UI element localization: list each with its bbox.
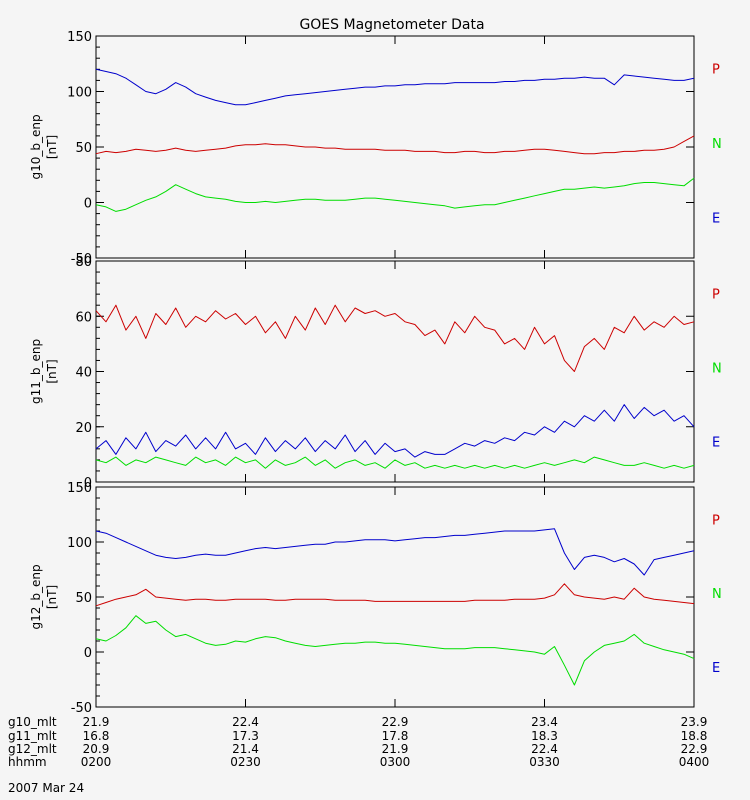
panel-3: -50 0 50 100 150 g12_b_enp [nT] P N E xyxy=(29,481,722,716)
x-tick-label: 22.9 xyxy=(681,742,708,756)
legend-e: E xyxy=(712,436,720,451)
panel-frame xyxy=(95,260,695,483)
x-tick-label: 17.3 xyxy=(232,729,259,743)
footer-row-g10_mlt: g10_mlt 21.9 22.4 22.9 23.4 23.9 xyxy=(8,715,707,729)
panel-2: 0 20 40 60 80 g11_b_enp [nT] P N E xyxy=(29,255,722,491)
y-axis-label: g10_b_enp xyxy=(29,114,43,179)
y-tick-label: -50 xyxy=(71,252,92,267)
y-tick-label: -50 xyxy=(71,701,92,716)
x-tick-label: 22.9 xyxy=(382,715,409,729)
legend-p: P xyxy=(712,63,720,78)
legend-e: E xyxy=(712,211,720,226)
y-tick-label: 0 xyxy=(84,476,92,491)
panel-1: -50 0 50 100 150 g10_b_enp [nT] P N E xyxy=(29,30,722,267)
x-tick-label: 23.9 xyxy=(681,715,708,729)
series-e-line xyxy=(95,68,695,106)
legend-n: N xyxy=(712,362,722,377)
x-tick-label: 17.8 xyxy=(382,729,409,743)
footer-row-label: hhmm xyxy=(8,755,47,769)
x-tick-label: 22.4 xyxy=(531,742,558,756)
x-tick-label: 23.4 xyxy=(531,715,558,729)
x-tick-label: 18.3 xyxy=(531,729,558,743)
y-axis-label: g11_b_enp xyxy=(29,339,43,404)
x-tick-label: 0400 xyxy=(679,755,710,769)
x-tick-label: 22.4 xyxy=(232,715,259,729)
x-tick-label: 18.8 xyxy=(681,729,708,743)
footer-row-g12_mlt: g12_mlt 20.9 21.4 21.9 22.4 22.9 xyxy=(8,742,707,756)
series-e-line xyxy=(95,404,695,458)
y-tick-label: 150 xyxy=(67,30,92,45)
y-tick-label: 100 xyxy=(67,86,92,101)
footer-row-label: g12_mlt xyxy=(8,742,57,756)
series-e-line xyxy=(95,528,695,576)
y-tick-label: 50 xyxy=(75,591,92,606)
chart-title: GOES Magnetometer Data xyxy=(299,17,484,33)
x-tick-label: 21.9 xyxy=(382,742,409,756)
date-label: 2007 Mar 24 xyxy=(8,781,84,795)
series-n-line xyxy=(95,615,695,686)
x-tick-label: 0330 xyxy=(529,755,560,769)
x-tick-label: 16.8 xyxy=(83,729,110,743)
y-tick-label: 50 xyxy=(75,141,92,156)
y-axis-label: g12_b_enp xyxy=(29,564,43,629)
y-tick-label: 60 xyxy=(75,310,92,325)
legend-e: E xyxy=(712,661,720,676)
x-tick-label: 21.4 xyxy=(232,742,259,756)
x-tick-label: 20.9 xyxy=(83,742,110,756)
series-n-line xyxy=(95,177,695,212)
y-axis-unit: [nT] xyxy=(45,359,59,383)
y-tick-label: 80 xyxy=(75,255,92,270)
panel-frame xyxy=(95,486,695,708)
y-tick-label: 40 xyxy=(75,366,92,381)
y-axis-unit: [nT] xyxy=(45,135,59,159)
y-axis-unit: [nT] xyxy=(45,585,59,609)
footer-row-label: g10_mlt xyxy=(8,715,57,729)
legend-n: N xyxy=(712,137,722,152)
x-tick-label: 0230 xyxy=(230,755,261,769)
legend-p: P xyxy=(712,513,720,528)
series-n-line xyxy=(95,456,695,469)
panel-frame xyxy=(95,35,695,259)
y-tick-label: 0 xyxy=(84,646,92,661)
legend-n: N xyxy=(712,587,722,602)
legend-p: P xyxy=(712,288,720,303)
x-tick-label: 0300 xyxy=(380,755,411,769)
footer-row-g11_mlt: g11_mlt 16.8 17.3 17.8 18.3 18.8 xyxy=(8,729,707,743)
y-tick-label: 100 xyxy=(67,536,92,551)
x-tick-label: 0200 xyxy=(81,755,112,769)
y-tick-label: 150 xyxy=(67,481,92,496)
series-p-line xyxy=(95,304,695,372)
x-axis-footer: g10_mlt 21.9 22.4 22.9 23.4 23.9 g11_mlt 16.8 17… xyxy=(8,715,709,769)
series-p-line xyxy=(95,135,695,155)
footer-row-hhmm: hhmm 0200 0230 0300 0330 0400 xyxy=(8,755,709,769)
series-p-line xyxy=(95,583,695,607)
footer-row-label: g11_mlt xyxy=(8,729,57,743)
y-tick-label: 20 xyxy=(75,421,92,436)
x-tick-label: 21.9 xyxy=(83,715,110,729)
y-tick-label: 0 xyxy=(84,197,92,212)
